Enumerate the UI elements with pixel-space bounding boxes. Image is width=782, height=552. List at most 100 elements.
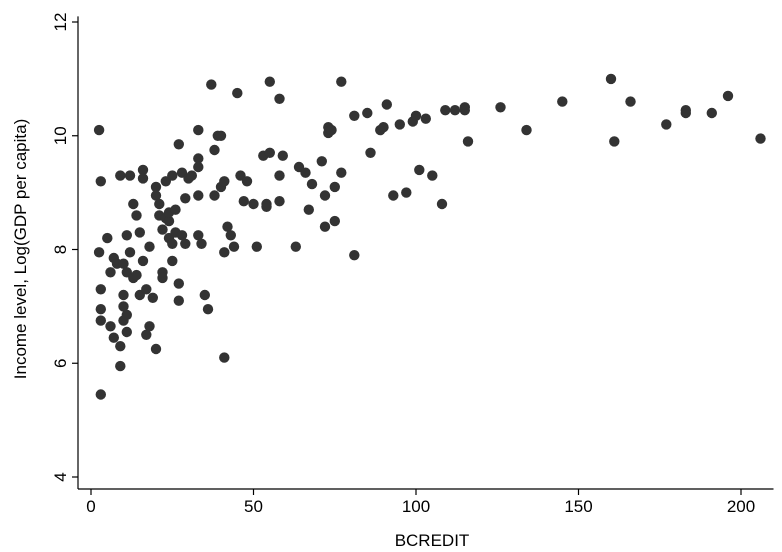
data-point xyxy=(248,198,259,210)
y-tick-label: 10 xyxy=(51,126,70,145)
data-point xyxy=(722,90,734,102)
data-point xyxy=(118,301,129,312)
data-point xyxy=(95,315,107,326)
data-point xyxy=(300,167,311,178)
data-point xyxy=(329,215,340,227)
data-point xyxy=(193,190,204,201)
data-point xyxy=(303,204,314,215)
data-point xyxy=(241,176,253,187)
data-point xyxy=(625,96,636,107)
data-point xyxy=(277,150,288,161)
data-point xyxy=(144,321,155,332)
data-point xyxy=(193,230,204,241)
data-point xyxy=(219,176,230,187)
data-point xyxy=(157,272,168,284)
data-point xyxy=(209,190,220,201)
data-point xyxy=(157,224,168,235)
data-point xyxy=(219,247,230,258)
plot-axes: 4 6 8 10 12 0 50 100 150 200 xyxy=(51,13,774,516)
data-point xyxy=(95,176,107,187)
data-point xyxy=(238,196,249,207)
data-point xyxy=(319,190,331,201)
data-point xyxy=(251,241,262,252)
data-point xyxy=(121,230,132,241)
data-point xyxy=(557,96,568,107)
data-point xyxy=(105,267,116,278)
y-axis-title: Income level, Log(GDP per capita) xyxy=(11,119,30,379)
data-point xyxy=(261,201,272,212)
data-point xyxy=(661,119,672,130)
data-point xyxy=(316,156,327,167)
data-point xyxy=(163,215,175,227)
data-point xyxy=(362,107,373,119)
x-tick-label: 0 xyxy=(86,497,95,516)
data-point xyxy=(394,119,405,130)
data-point xyxy=(102,232,113,244)
data-point xyxy=(381,99,392,110)
data-point xyxy=(105,321,116,332)
data-point xyxy=(180,238,191,249)
data-point xyxy=(326,124,337,136)
data-point xyxy=(121,326,132,338)
data-point xyxy=(176,230,188,241)
data-point xyxy=(290,241,301,252)
data-point xyxy=(180,193,191,204)
data-point xyxy=(167,170,178,181)
data-point xyxy=(336,76,347,87)
data-point xyxy=(401,187,412,198)
data-point xyxy=(264,76,275,87)
data-point xyxy=(202,304,214,315)
data-point xyxy=(420,113,431,124)
y-tick-label: 8 xyxy=(51,245,70,254)
data-point xyxy=(115,341,126,352)
data-point xyxy=(173,278,184,289)
data-point xyxy=(170,204,181,215)
data-point xyxy=(449,105,461,116)
data-point xyxy=(680,107,691,119)
data-point xyxy=(137,164,149,176)
data-point xyxy=(93,124,105,136)
data-point xyxy=(131,269,142,281)
data-point xyxy=(137,255,149,267)
data-point xyxy=(150,343,162,355)
data-point xyxy=(154,198,165,210)
plot-points xyxy=(93,73,766,400)
data-point xyxy=(193,161,204,173)
data-point xyxy=(121,309,132,321)
data-point xyxy=(141,284,152,295)
data-point xyxy=(319,221,331,232)
data-point xyxy=(605,73,617,85)
data-point xyxy=(93,247,105,258)
y-tick-label: 4 xyxy=(51,472,70,481)
data-point xyxy=(755,133,766,144)
data-point xyxy=(264,147,275,158)
data-point xyxy=(124,170,136,181)
data-point xyxy=(365,147,376,158)
data-point xyxy=(462,136,474,147)
data-point xyxy=(228,241,240,252)
data-point xyxy=(134,227,145,238)
data-point xyxy=(219,352,230,363)
x-axis-title: BCREDIT xyxy=(395,531,470,550)
data-point xyxy=(206,79,217,90)
data-point xyxy=(95,389,107,400)
data-point xyxy=(609,136,620,147)
data-point xyxy=(108,332,120,343)
data-point xyxy=(349,110,360,122)
data-point xyxy=(436,198,448,210)
data-point xyxy=(173,295,184,306)
x-tick-label: 150 xyxy=(564,497,592,516)
data-point xyxy=(349,250,360,261)
data-point xyxy=(274,93,285,105)
data-point xyxy=(388,190,399,201)
data-point xyxy=(706,107,717,119)
data-point xyxy=(209,144,220,156)
data-point xyxy=(95,304,107,315)
data-point xyxy=(118,289,129,301)
data-point xyxy=(186,170,197,181)
data-point xyxy=(150,190,162,201)
data-point xyxy=(427,170,438,181)
data-point xyxy=(150,181,162,193)
data-point xyxy=(274,170,285,181)
